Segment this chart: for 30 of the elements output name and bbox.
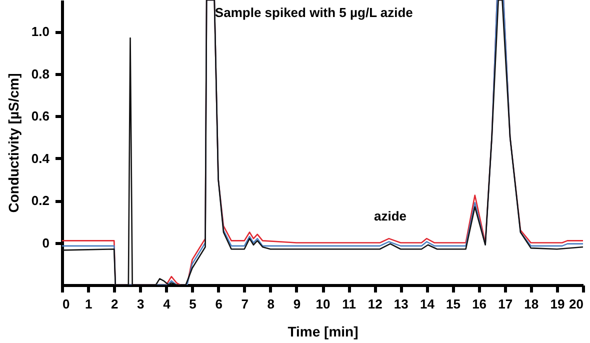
x-tick-label: 1: [84, 296, 92, 312]
y-tick-label: 0.8: [31, 66, 50, 82]
x-tick-label: 11: [342, 296, 356, 312]
x-tick-label: 14: [420, 296, 436, 312]
x-tick-label: 5: [189, 296, 196, 312]
annotation: azide: [374, 208, 406, 224]
x-tick-label: 4: [163, 296, 172, 312]
y-tick-label: 1.0: [31, 24, 50, 40]
x-tick-label: 9: [293, 296, 301, 312]
x-tick-label: 12: [368, 296, 382, 312]
x-tick-label: 10: [316, 296, 330, 312]
x-tick-label: 19: [550, 296, 565, 312]
x-tick-label: 18: [524, 296, 539, 312]
y-tick-label: 0: [42, 235, 50, 250]
x-tick-label: 13: [394, 296, 408, 312]
x-tick-label: 16: [472, 296, 487, 312]
y-tick-label: 0.6: [31, 108, 50, 124]
y-axis-title: Conductivity [µS/cm]: [5, 73, 22, 213]
y-tick-label: 0.4: [31, 150, 50, 166]
y-tick-label: 0.2: [31, 193, 50, 208]
x-tick-label: 20: [569, 296, 584, 312]
x-tick-label: 17: [498, 296, 513, 312]
x-tick-label: 0: [62, 296, 70, 312]
x-tick-label: 3: [137, 296, 144, 312]
x-tick-label: 8: [267, 296, 275, 312]
x-axis-title: Time [min]: [288, 324, 358, 340]
x-tick-label: 2: [110, 296, 118, 312]
x-tick-label: 7: [241, 296, 248, 312]
x-tick-label: 6: [215, 296, 222, 312]
x-tick-label: 15: [446, 296, 460, 312]
